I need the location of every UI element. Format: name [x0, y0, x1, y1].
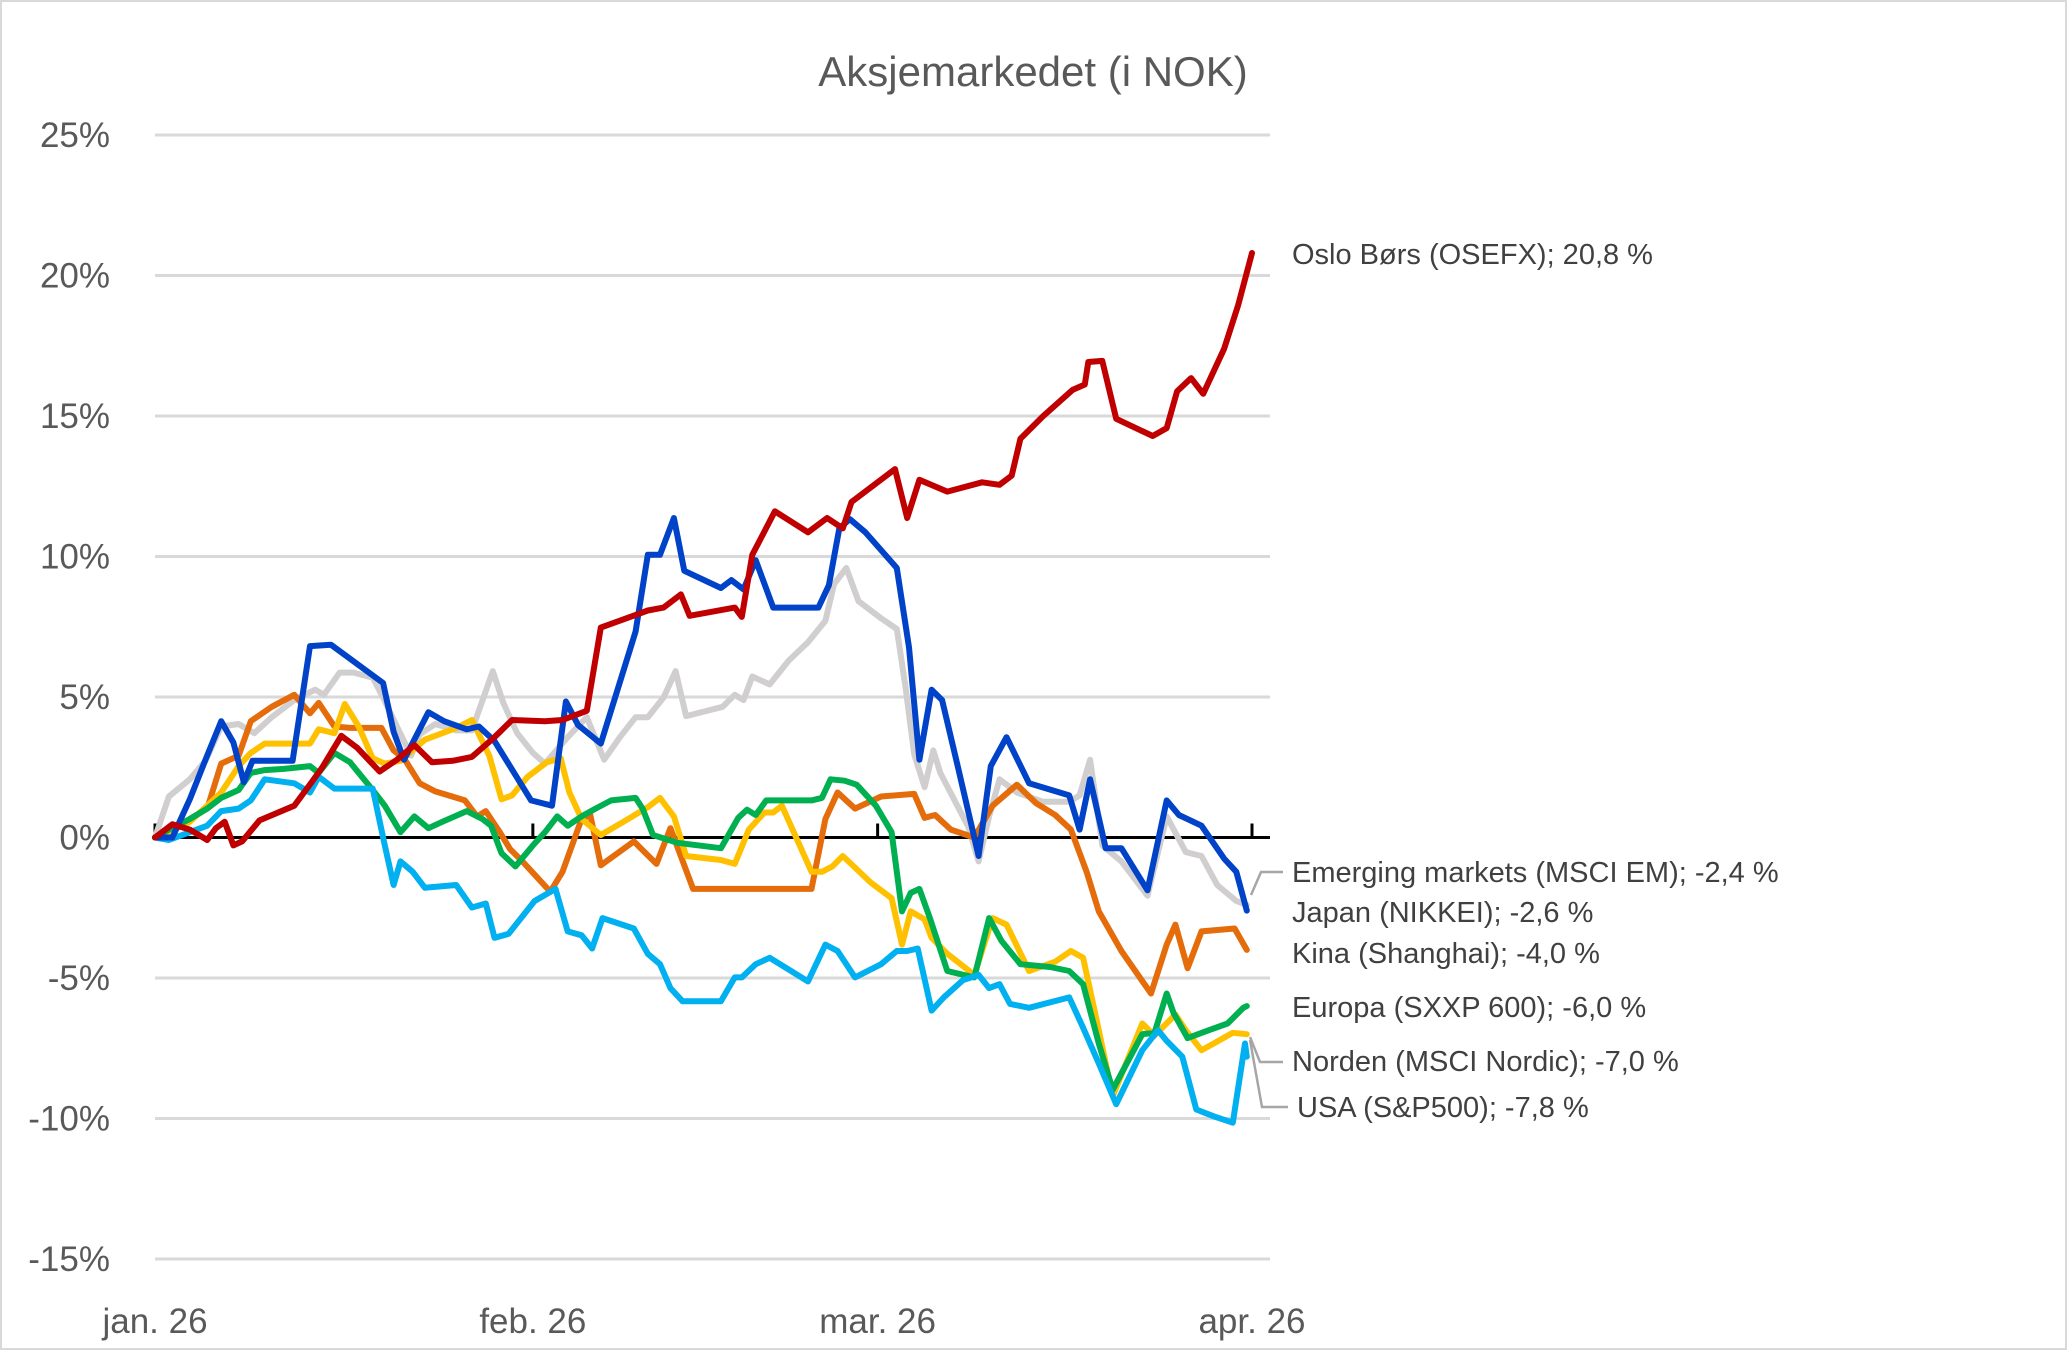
series-line-1	[152, 565, 1250, 908]
y-axis-tick-labels: 25% 20% 15% 10% 5% 0% -5% -10% -15%	[28, 116, 110, 1279]
x-tick-label: mar. 26	[819, 1302, 936, 1341]
series-end-label: Europa (SXXP 600); -6,0 %	[1292, 992, 1646, 1024]
gridlines	[155, 133, 1270, 1261]
y-tick-label: 10%	[40, 538, 110, 577]
series-end-label: Japan (NIKKEI); -2,6 %	[1292, 897, 1593, 929]
series-line-4	[152, 749, 1250, 1093]
leader-line	[1248, 1036, 1283, 1064]
x-tick-label: jan. 26	[101, 1302, 207, 1341]
y-tick-label: -15%	[28, 1240, 110, 1279]
series-line-2	[152, 515, 1250, 914]
series-end-label: Kina (Shanghai); -4,0 %	[1292, 938, 1600, 970]
x-tick-label: apr. 26	[1198, 1302, 1305, 1341]
x-axis	[153, 823, 1270, 839]
x-tick-label: feb. 26	[479, 1302, 586, 1341]
chart-title: Aksjemarkedet (i NOK)	[818, 48, 1247, 95]
series-line-0	[152, 250, 1255, 849]
x-axis-tick-labels: jan. 26 feb. 26 mar. 26 apr. 26	[101, 1302, 1305, 1341]
series-end-labels: Oslo Børs (OSEFX); 20,8 % Emerging market…	[1292, 239, 1779, 1124]
leader-line	[1248, 1039, 1288, 1109]
series-line-3	[152, 691, 1250, 997]
series-lines	[152, 250, 1255, 1126]
y-tick-label: 15%	[40, 397, 110, 436]
series-end-label: Emerging markets (MSCI EM); -2,4 %	[1292, 857, 1779, 889]
y-tick-label: 5%	[59, 678, 110, 717]
y-tick-label: 20%	[40, 257, 110, 296]
y-tick-label: 25%	[40, 116, 110, 155]
y-tick-label: -5%	[48, 959, 110, 998]
series-line-6	[152, 773, 1250, 1126]
label-leader-lines	[1248, 870, 1288, 1109]
leader-line	[1249, 870, 1283, 896]
y-tick-label: 0%	[59, 819, 110, 858]
series-end-label: USA (S&P500); -7,8 %	[1297, 1092, 1589, 1124]
series-end-label: Norden (MSCI Nordic); -7,0 %	[1292, 1046, 1679, 1078]
series-line-5	[152, 701, 1250, 1100]
series-end-label: Oslo Børs (OSEFX); 20,8 %	[1292, 239, 1653, 271]
y-tick-label: -10%	[28, 1100, 110, 1139]
